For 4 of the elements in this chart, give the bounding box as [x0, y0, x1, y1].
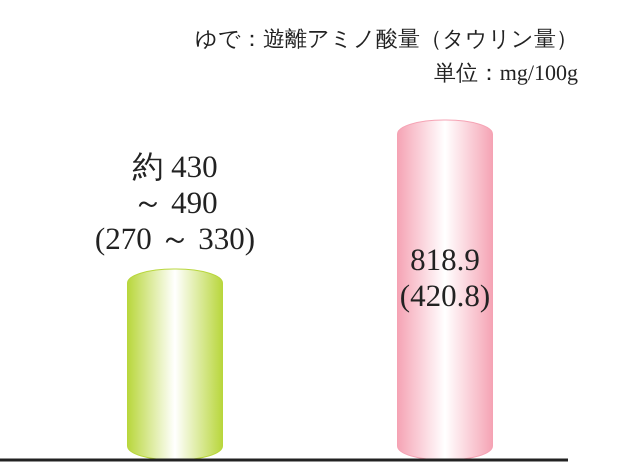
chart-title: ゆで：遊離アミノ酸量（タウリン量）: [195, 26, 578, 51]
data-label: 818.9 (420.8): [400, 242, 490, 313]
chart-subtitle: 単位：mg/100g: [434, 60, 578, 85]
data-label: 約 430 ～ 490 (270 ～ 330): [94, 149, 256, 256]
